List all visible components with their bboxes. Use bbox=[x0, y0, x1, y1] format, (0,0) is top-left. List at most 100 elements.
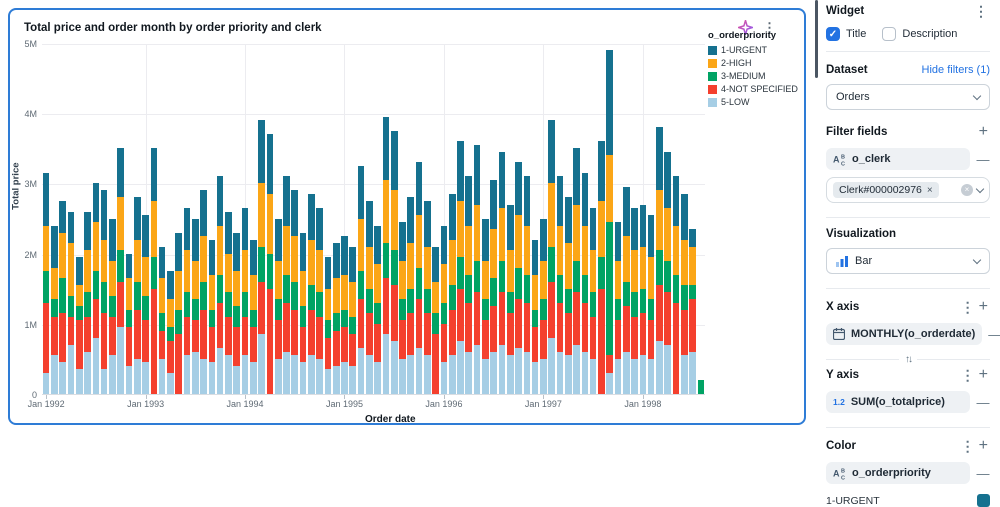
bar-segment[interactable] bbox=[672, 176, 680, 226]
stacked-bar[interactable] bbox=[349, 246, 357, 394]
bar-segment[interactable] bbox=[581, 274, 589, 303]
bar-segment[interactable] bbox=[374, 264, 381, 303]
bar-segment[interactable] bbox=[283, 274, 290, 303]
bar-segment[interactable] bbox=[225, 316, 232, 356]
bar-segment[interactable] bbox=[573, 148, 580, 205]
bar-segment[interactable] bbox=[581, 302, 589, 352]
color-menu-icon[interactable]: ⋮ bbox=[960, 438, 975, 454]
bar-segment[interactable] bbox=[200, 236, 207, 282]
bar-segment[interactable] bbox=[167, 341, 174, 373]
stacked-bar[interactable] bbox=[564, 197, 572, 394]
bar-segment[interactable] bbox=[465, 351, 473, 394]
bar-segment[interactable] bbox=[540, 299, 547, 321]
bar-segment[interactable] bbox=[192, 320, 199, 352]
bar-segment[interactable] bbox=[581, 172, 589, 226]
bar-segment[interactable] bbox=[639, 288, 647, 314]
bar-segment[interactable] bbox=[308, 355, 315, 394]
filter-value-combobox[interactable]: Clerk#000002976 × × bbox=[826, 177, 990, 203]
bar-segment[interactable] bbox=[299, 232, 307, 272]
bar-segment[interactable] bbox=[84, 316, 91, 352]
bar-segment[interactable] bbox=[308, 285, 315, 310]
bar-segment[interactable] bbox=[589, 292, 597, 317]
bar-segment[interactable] bbox=[216, 176, 224, 226]
bar-segment[interactable] bbox=[291, 190, 299, 237]
bar-segment[interactable] bbox=[473, 344, 481, 394]
bar-segment[interactable] bbox=[606, 355, 613, 373]
bar-segment[interactable] bbox=[258, 281, 265, 335]
stacked-bar[interactable] bbox=[357, 165, 365, 394]
bar-segment[interactable] bbox=[283, 302, 290, 352]
stacked-bar[interactable] bbox=[680, 193, 688, 394]
bar-segment[interactable] bbox=[200, 281, 207, 310]
bar-segment[interactable] bbox=[448, 355, 456, 394]
bar-segment[interactable] bbox=[258, 183, 265, 247]
bar-segment[interactable] bbox=[183, 250, 191, 293]
bar-segment[interactable] bbox=[167, 271, 174, 300]
bar-segment[interactable] bbox=[332, 278, 340, 314]
bar-segment[interactable] bbox=[523, 351, 531, 394]
bar-segment[interactable] bbox=[266, 193, 274, 254]
bar-segment[interactable] bbox=[515, 299, 522, 349]
bar-segment[interactable] bbox=[75, 369, 83, 394]
bar-segment[interactable] bbox=[84, 250, 91, 293]
bar-segment[interactable] bbox=[117, 197, 125, 251]
bar-segment[interactable] bbox=[573, 260, 580, 293]
bar-segment[interactable] bbox=[415, 267, 423, 300]
bar-segment[interactable] bbox=[283, 176, 290, 226]
stacked-bar[interactable] bbox=[589, 208, 597, 394]
bar-segment[interactable] bbox=[349, 365, 357, 394]
stacked-bar[interactable] bbox=[399, 222, 406, 394]
stacked-bar[interactable] bbox=[158, 246, 166, 394]
bar-segment[interactable] bbox=[51, 316, 58, 356]
bar-segment[interactable] bbox=[506, 355, 514, 394]
stacked-bar[interactable] bbox=[200, 190, 207, 394]
stacked-bar[interactable] bbox=[67, 211, 75, 394]
bar-segment[interactable] bbox=[523, 302, 531, 352]
bar-segment[interactable] bbox=[390, 250, 398, 286]
bar-segment[interactable] bbox=[100, 190, 108, 240]
bar-segment[interactable] bbox=[216, 302, 224, 349]
bar-segment[interactable] bbox=[100, 281, 108, 314]
stacked-bar[interactable] bbox=[274, 218, 282, 394]
bar-segment[interactable] bbox=[274, 299, 282, 321]
stacked-bar[interactable] bbox=[697, 379, 705, 394]
bar-segment[interactable] bbox=[598, 257, 605, 289]
bar-segment[interactable] bbox=[133, 281, 141, 310]
bar-segment[interactable] bbox=[448, 285, 456, 310]
bar-segment[interactable] bbox=[656, 190, 663, 251]
bar-segment[interactable] bbox=[133, 239, 141, 282]
bar-segment[interactable] bbox=[291, 236, 299, 282]
bar-segment[interactable] bbox=[42, 172, 50, 226]
bar-segment[interactable] bbox=[531, 362, 539, 394]
stacked-bar[interactable] bbox=[656, 127, 663, 394]
bar-segment[interactable] bbox=[357, 299, 365, 349]
bar-segment[interactable] bbox=[631, 292, 638, 317]
stacked-bar[interactable] bbox=[457, 141, 464, 394]
bar-segment[interactable] bbox=[42, 372, 50, 394]
bar-segment[interactable] bbox=[142, 295, 149, 321]
bar-segment[interactable] bbox=[258, 120, 265, 184]
bar-segment[interactable] bbox=[59, 201, 67, 233]
bar-segment[interactable] bbox=[564, 197, 572, 244]
bar-segment[interactable] bbox=[158, 278, 166, 314]
bar-segment[interactable] bbox=[175, 334, 183, 394]
bar-segment[interactable] bbox=[540, 260, 547, 300]
bar-segment[interactable] bbox=[109, 295, 116, 317]
legend-item[interactable]: 3-MEDIUM bbox=[708, 71, 804, 81]
bar-segment[interactable] bbox=[664, 151, 672, 209]
bar-segment[interactable] bbox=[399, 222, 406, 261]
bar-segment[interactable] bbox=[208, 309, 216, 328]
bar-segment[interactable] bbox=[59, 362, 67, 394]
bar-segment[interactable] bbox=[192, 260, 199, 300]
bar-segment[interactable] bbox=[84, 211, 91, 251]
bar-segment[interactable] bbox=[142, 215, 149, 258]
stacked-bar[interactable] bbox=[448, 193, 456, 394]
bar-segment[interactable] bbox=[498, 151, 506, 209]
stacked-bar[interactable] bbox=[167, 271, 174, 394]
bar-segment[interactable] bbox=[341, 236, 348, 275]
color-swatch[interactable] bbox=[977, 494, 990, 507]
bar-segment[interactable] bbox=[440, 323, 448, 363]
bar-segment[interactable] bbox=[573, 292, 580, 345]
description-checkbox[interactable] bbox=[882, 27, 897, 41]
bar-segment[interactable] bbox=[457, 341, 464, 394]
